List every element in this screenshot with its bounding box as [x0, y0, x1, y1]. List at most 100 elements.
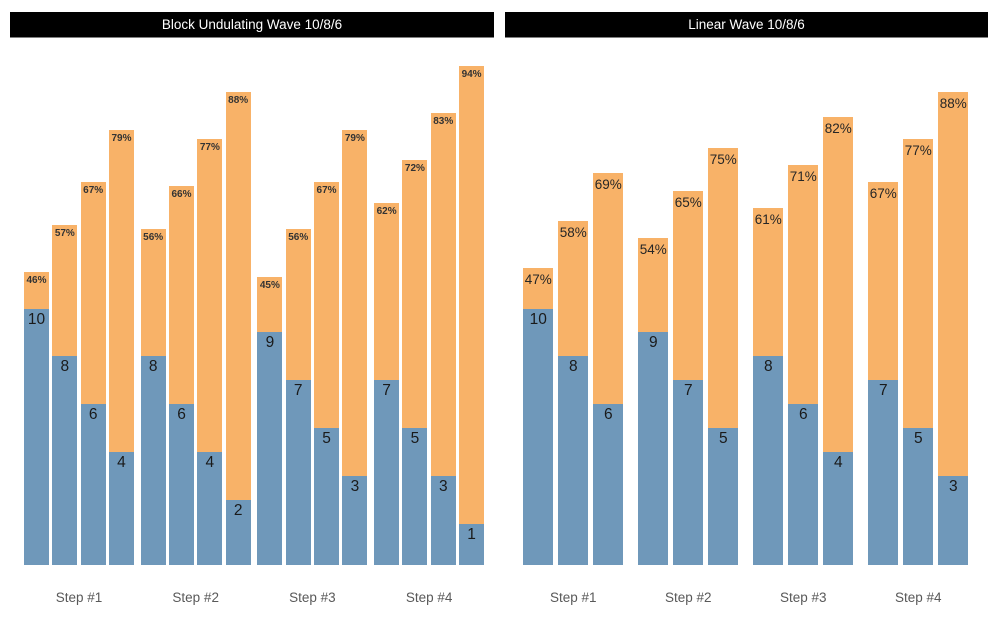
- reps-segment: 8: [140, 356, 166, 565]
- reps-count-label: 6: [798, 406, 808, 424]
- intensity-pct-label: 62%: [376, 206, 397, 218]
- set-column: 65% 7: [673, 190, 704, 565]
- reps-count-label: 5: [718, 430, 728, 447]
- set-column: 56% 8: [140, 229, 166, 565]
- chart-title-linear-wave: Linear Wave 10/8/6: [505, 12, 988, 38]
- intensity-pct-label: 57%: [54, 227, 75, 239]
- reps-segment: 10: [523, 308, 554, 565]
- intensity-pct-label: 88%: [228, 94, 249, 106]
- reps-count-label: 7: [293, 382, 303, 400]
- intensity-pct-label: 45%: [259, 279, 280, 291]
- reps-segment: 5: [903, 428, 934, 565]
- set-column: 79% 4: [108, 130, 134, 565]
- reps-segment: 9: [257, 332, 283, 565]
- step-axis-label: Step #1: [550, 590, 597, 605]
- intensity-pct-label: 69%: [594, 177, 622, 193]
- reps-count-label: 9: [648, 334, 658, 352]
- reps-count-label: 5: [410, 430, 420, 447]
- reps-count-label: 4: [205, 453, 215, 471]
- set-column: 47% 10: [523, 267, 554, 565]
- set-column: 88% 2: [225, 91, 251, 565]
- reps-segment: 4: [108, 451, 134, 565]
- step-axis-label: Step #2: [172, 590, 219, 605]
- reps-segment: 7: [285, 380, 311, 565]
- reps-segment: 10: [24, 308, 49, 565]
- reps-segment: 6: [788, 404, 819, 565]
- reps-segment: 7: [673, 380, 704, 565]
- intensity-pct-label: 88%: [939, 95, 967, 111]
- set-column: 83% 3: [430, 113, 456, 565]
- intensity-pct-label: 82%: [824, 121, 852, 137]
- step-axis-label: Step #2: [665, 590, 712, 605]
- intensity-pct-label: 94%: [461, 68, 482, 80]
- reps-count-label: 1: [467, 525, 476, 543]
- reps-count-label: 4: [117, 453, 126, 471]
- intensity-pct-label: 66%: [171, 189, 192, 201]
- step-axis-label: Step #3: [780, 590, 827, 605]
- step-axis-label: Step #3: [289, 590, 336, 605]
- intensity-pct-label: 79%: [344, 133, 365, 145]
- intensity-pct-label: 67%: [316, 184, 337, 196]
- set-column: 54% 9: [638, 237, 669, 565]
- intensity-pct-label: 75%: [709, 151, 737, 167]
- reps-segment: 8: [753, 356, 784, 565]
- set-column: 77% 4: [197, 138, 223, 565]
- reps-segment: 4: [197, 451, 223, 565]
- set-column: 82% 4: [823, 117, 854, 565]
- set-column: 57% 8: [52, 224, 78, 565]
- reps-segment: 5: [314, 428, 340, 565]
- reps-count-label: 5: [913, 430, 923, 447]
- reps-segment: 9: [638, 332, 669, 565]
- set-column: 58% 8: [558, 220, 589, 565]
- intensity-pct-label: 83%: [433, 116, 454, 128]
- intensity-pct-label: 61%: [754, 211, 782, 227]
- reps-count-label: 6: [603, 406, 613, 424]
- reps-segment: 3: [342, 475, 368, 565]
- reps-count-label: 7: [382, 382, 391, 400]
- reps-segment: 5: [402, 428, 428, 565]
- set-column: 75% 5: [708, 147, 739, 565]
- reps-segment: 6: [80, 404, 106, 565]
- reps-segment: 4: [823, 451, 854, 565]
- step-axis-label: Step #4: [895, 590, 942, 605]
- set-column: 67% 6: [80, 181, 106, 565]
- reps-segment: 2: [225, 499, 251, 565]
- set-column: 67% 5: [314, 181, 340, 565]
- reps-segment: 7: [374, 380, 400, 565]
- reps-count-label: 8: [763, 358, 773, 376]
- reps-count-label: 3: [948, 477, 958, 495]
- reps-count-label: 3: [438, 477, 448, 495]
- intensity-pct-label: 46%: [26, 275, 47, 287]
- set-column: 62% 7: [374, 203, 400, 565]
- set-column: 77% 5: [903, 138, 934, 565]
- set-column: 45% 9: [257, 276, 283, 565]
- reps-segment: 6: [593, 404, 624, 565]
- set-column: 66% 6: [169, 186, 195, 565]
- intensity-pct-label: 79%: [111, 133, 132, 145]
- set-column: 56% 7: [285, 229, 311, 565]
- set-column: 79% 3: [342, 130, 368, 565]
- reps-count-label: 9: [265, 334, 275, 352]
- set-column: 71% 6: [788, 164, 819, 565]
- reps-segment: 3: [430, 475, 456, 565]
- intensity-pct-label: 67%: [869, 185, 897, 201]
- reps-count-label: 6: [88, 406, 98, 424]
- intensity-pct-label: 56%: [288, 232, 309, 244]
- intensity-pct-label: 77%: [199, 141, 220, 153]
- reps-count-label: 10: [27, 310, 46, 328]
- reps-segment: 8: [558, 356, 589, 565]
- set-column: 69% 6: [593, 173, 624, 565]
- intensity-pct-label: 77%: [904, 142, 932, 158]
- set-column: 88% 3: [938, 91, 969, 565]
- set-column: 46% 10: [24, 272, 49, 565]
- intensity-pct-label: 54%: [639, 241, 667, 257]
- intensity-pct-label: 47%: [524, 271, 552, 287]
- step-axis-label: Step #1: [55, 590, 103, 605]
- reps-segment: 3: [938, 475, 969, 565]
- intensity-pct-label: 72%: [404, 163, 425, 175]
- reps-count-label: 8: [148, 358, 158, 376]
- reps-count-label: 3: [350, 477, 360, 495]
- reps-count-label: 4: [833, 453, 843, 471]
- reps-segment: 5: [708, 428, 739, 565]
